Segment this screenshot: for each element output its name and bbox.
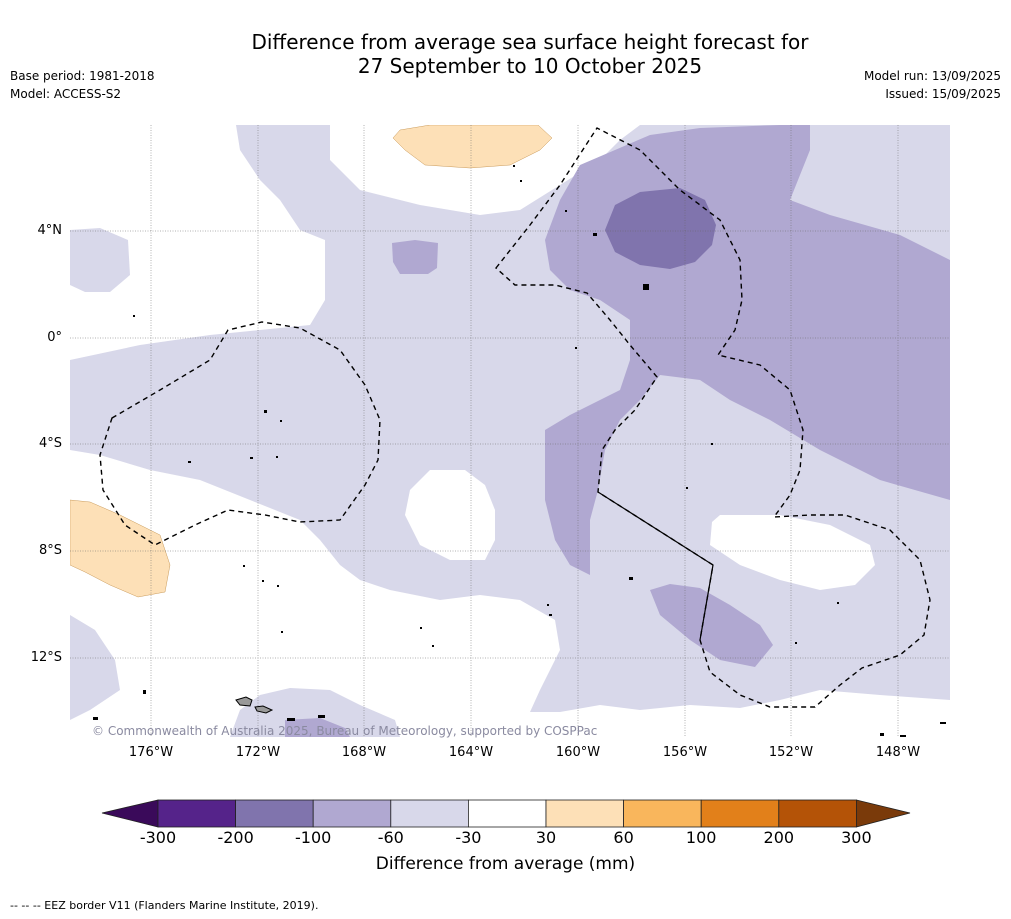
lat-label-12s: 12°S [30,650,62,665]
cb-tick-200: 200 [763,828,795,847]
eez-border-west [99,321,381,546]
eez-border-central [495,127,931,708]
lat-label-8s: 8°S [38,543,62,558]
lon-label-148w: 148°W [875,745,921,760]
eez-borders [99,127,931,708]
meta-right: Model run: 13/09/2025 Issued: 15/09/2025 [864,67,1001,103]
lon-label-168w: 168°W [341,745,387,760]
model-name: Model: ACCESS-S2 [10,87,122,101]
fill-light-lavender-s [230,688,400,737]
lon-label-152w: 152°W [768,745,814,760]
fill-light-lavender-left [70,228,130,292]
gridlines [70,125,950,737]
lon-label-172w: 172°W [235,745,281,760]
fill-medium-lavender-patch [392,240,438,274]
map-title: Difference from average sea surface heig… [180,30,880,78]
cb-tick-minus300: -300 [139,828,177,847]
fill-dark-lavender [605,188,716,269]
cb-seg-8 [700,799,780,828]
cb-seg-3 [312,799,392,828]
lon-label-176w: 176°W [128,745,174,760]
fill-light-orange-north [392,125,553,169]
cb-seg-2 [235,799,314,828]
cb-tick-30: 30 [535,828,557,847]
fill-white-hole-center [405,470,495,560]
samoa-island-2 [254,705,274,714]
colorbar-label: Difference from average (mm) [375,854,636,874]
lat-label-0: 0° [47,330,62,345]
cb-extend-left [101,799,159,828]
lon-label-164w: 164°W [448,745,494,760]
samoa-island-1 [235,696,253,707]
fill-medium-lavender-s [285,718,350,737]
contour-fills [70,125,950,737]
cb-seg-6 [545,799,624,828]
cb-seg-7 [623,799,702,828]
cb-seg-9 [778,799,857,828]
issued-date: Issued: 15/09/2025 [885,87,1001,101]
lon-label-156w: 156°W [662,745,708,760]
cb-tick-minus60: -60 [377,828,404,847]
cb-tick-60: 60 [613,828,634,847]
fill-light-orange-west [70,499,171,598]
cb-seg-5 [467,799,547,828]
cb-tick-minus200: -200 [217,828,254,847]
cb-tick-100: 100 [685,828,717,847]
fill-medium-lavender-se [650,584,773,667]
lat-label-4s: 4°S [38,436,62,451]
fill-white-hole-east [710,515,875,590]
islands [93,165,946,737]
cb-seg-1 [157,799,236,828]
lon-label-160w: 160°W [555,745,601,760]
cb-tick-minus30: -30 [455,828,482,847]
eez-footnote: -- -- -- EEZ border V11 (Flanders Marine… [10,899,319,912]
meta-left: Base period: 1981-2018 Model: ACCESS-S2 [10,67,155,103]
copyright-notice: © Commonwealth of Australia 2025, Bureau… [92,724,598,738]
cb-extend-right [856,799,911,828]
model-run: Model run: 13/09/2025 [863,69,1001,83]
cb-tick-minus100: -100 [295,828,332,847]
eez-border-solid-segment [597,491,714,641]
fill-light-lavender-sw [70,615,120,720]
cb-seg-4 [390,799,469,828]
cb-tick-300: 300 [841,828,872,847]
lat-label-4n: 4°N [37,223,63,238]
colorbar [101,799,911,828]
base-period: Base period: 1981-2018 [10,69,155,83]
title-line-2: 27 September to 10 October 2025 [357,54,703,78]
title-line-1: Difference from average sea surface heig… [251,30,809,54]
